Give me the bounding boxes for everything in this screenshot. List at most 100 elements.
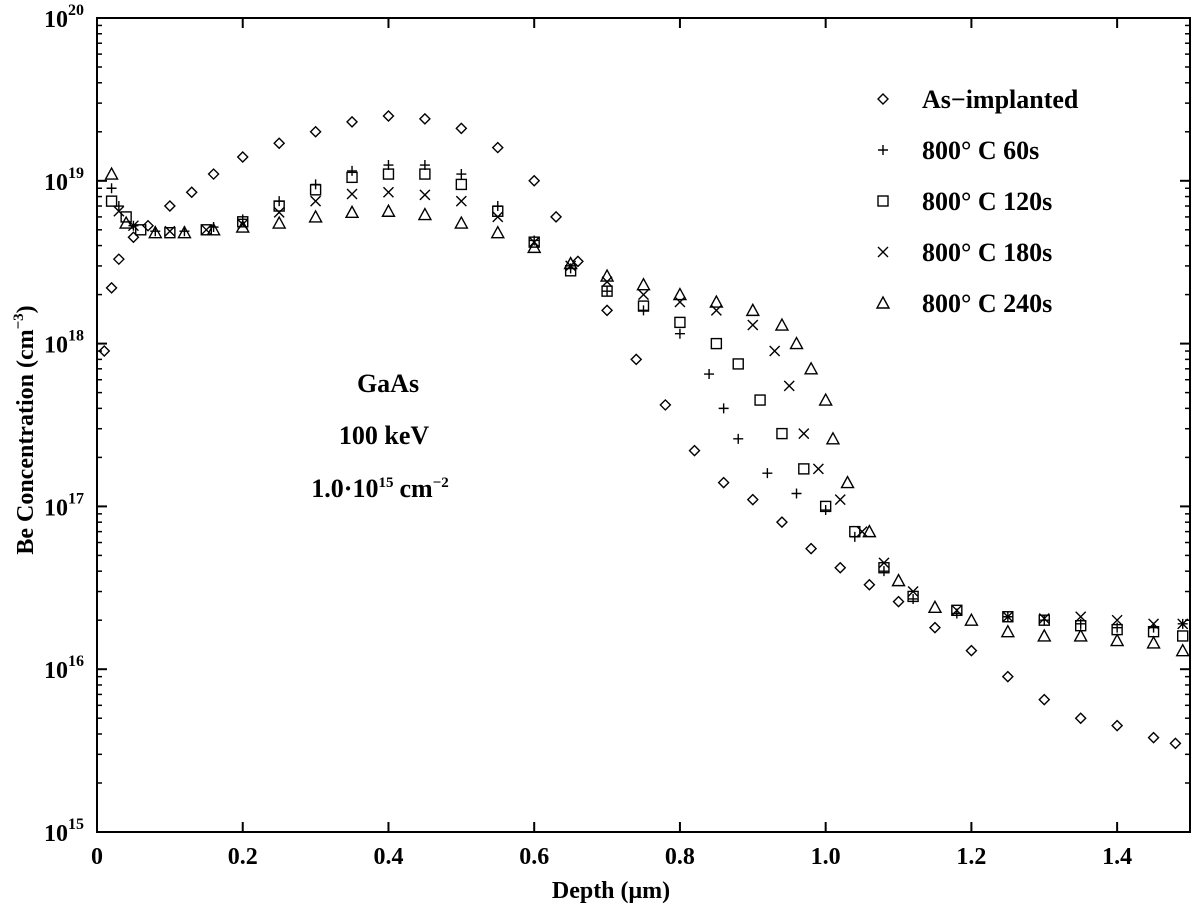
data-point — [236, 151, 249, 164]
data-point — [455, 178, 468, 191]
data-point — [118, 215, 134, 229]
data-point — [142, 219, 154, 232]
y-tick-label: 1017 — [44, 490, 84, 521]
annotation-dose: 1.0·1015 cm−2 — [311, 474, 448, 503]
legend-label: 800° C 60s — [922, 136, 1039, 165]
series-4 — [113, 186, 1189, 630]
legend-label: As−implanted — [922, 85, 1079, 114]
data-point — [148, 225, 163, 239]
data-point — [98, 345, 111, 358]
data-point — [754, 394, 766, 406]
data-point — [907, 586, 919, 598]
data-point — [273, 206, 285, 218]
x-tick-label: 1.4 — [1102, 844, 1132, 870]
data-point — [200, 224, 212, 236]
data-point — [1148, 618, 1160, 630]
data-point — [602, 286, 613, 297]
data-point — [951, 604, 963, 616]
data-point — [1073, 628, 1088, 642]
data-point — [185, 186, 198, 199]
data-point — [528, 174, 541, 187]
data-point — [106, 183, 117, 194]
data-point — [863, 578, 876, 591]
data-point — [490, 225, 505, 239]
annotation-dose-base: 1.0·10 — [311, 474, 378, 503]
data-point — [638, 305, 649, 316]
data-point — [965, 644, 978, 657]
data-point — [718, 403, 729, 414]
data-point — [206, 222, 221, 236]
data-point — [891, 573, 906, 587]
data-point — [1177, 630, 1189, 642]
data-point — [105, 195, 118, 207]
y-tick-label: 1020 — [44, 2, 84, 33]
data-point — [674, 328, 685, 339]
data-point — [417, 207, 433, 221]
data-point — [820, 505, 831, 516]
data-point — [1147, 731, 1160, 744]
legend: As−implanted 800° C 60s 800° C 120s 800° C … — [875, 85, 1079, 318]
data-point — [803, 361, 819, 375]
data-point — [672, 287, 688, 301]
data-point — [1169, 737, 1182, 750]
x-tick-label: 0.8 — [665, 844, 695, 870]
data-point — [1175, 643, 1190, 657]
x-tick-label: 0 — [91, 844, 103, 870]
data-point — [528, 236, 540, 248]
series-2 — [106, 160, 1188, 633]
data-point — [344, 204, 360, 219]
data-point — [745, 302, 760, 317]
plot-frame — [96, 17, 1191, 833]
x-tick-label: 1.2 — [956, 844, 986, 870]
legend-label: 800° C 240s — [922, 289, 1052, 318]
data-point — [710, 337, 723, 350]
data-point — [732, 358, 744, 370]
data-point — [1146, 635, 1161, 649]
legend-label: 800° C 120s — [922, 187, 1052, 216]
data-point — [637, 300, 650, 312]
data-point — [840, 475, 855, 489]
data-point — [1177, 618, 1189, 630]
y-tick-label: 1018 — [44, 328, 84, 359]
data-point — [164, 225, 176, 237]
data-point — [383, 160, 394, 171]
data-point — [1000, 624, 1016, 638]
data-point — [636, 277, 651, 291]
y-axis-title-exp: −3 — [11, 313, 27, 329]
data-point — [1074, 712, 1087, 725]
y-tick-label: 1016 — [44, 653, 84, 684]
data-point — [273, 137, 286, 150]
data-point — [419, 168, 431, 180]
data-point — [455, 122, 468, 135]
data-point — [791, 488, 802, 499]
data-point — [776, 427, 788, 440]
data-point — [1037, 628, 1052, 642]
data-marks — [98, 110, 1190, 750]
data-point — [733, 433, 744, 444]
data-point — [892, 595, 905, 608]
data-point — [819, 500, 832, 513]
data-point — [419, 160, 430, 171]
data-point — [309, 125, 322, 138]
data-point — [601, 304, 614, 317]
data-point — [1001, 670, 1014, 683]
data-point — [1038, 612, 1050, 624]
legend-marker — [877, 93, 889, 105]
data-point — [928, 621, 941, 634]
data-point — [769, 345, 781, 357]
data-point — [674, 296, 686, 308]
data-point — [964, 612, 979, 626]
data-point — [346, 171, 358, 184]
annotation-dose-unit: cm — [399, 474, 433, 503]
legend-marker — [878, 145, 888, 155]
data-point — [638, 289, 649, 301]
data-point — [927, 599, 943, 614]
data-point — [856, 526, 868, 538]
data-point — [1038, 614, 1050, 626]
data-point — [456, 169, 467, 180]
y-axis-title-main: Be Concentration (cm — [13, 329, 39, 554]
data-point — [834, 494, 846, 506]
data-point — [120, 211, 132, 223]
data-point — [550, 210, 563, 223]
data-point — [1075, 611, 1087, 623]
